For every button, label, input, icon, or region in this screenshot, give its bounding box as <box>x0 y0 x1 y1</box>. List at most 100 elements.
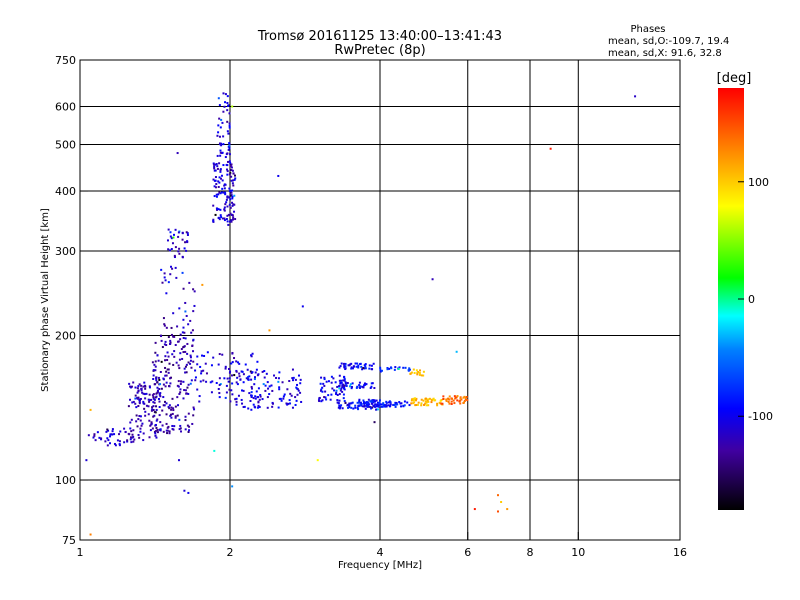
data-point <box>132 435 135 438</box>
data-point <box>252 397 255 400</box>
data-point <box>344 365 347 368</box>
data-point <box>370 385 373 388</box>
data-point <box>196 363 199 366</box>
data-point <box>358 381 361 384</box>
data-point <box>358 400 361 403</box>
data-point <box>139 415 142 418</box>
data-point <box>266 396 269 399</box>
data-point <box>228 190 231 193</box>
data-point <box>228 187 231 190</box>
data-point <box>132 381 135 384</box>
data-point <box>343 364 346 367</box>
data-point <box>145 392 148 395</box>
data-point <box>223 377 226 380</box>
data-point <box>219 142 222 145</box>
data-point <box>390 367 393 370</box>
data-point <box>250 385 253 388</box>
data-point <box>189 319 192 322</box>
data-point <box>150 409 153 412</box>
data-point <box>424 397 427 400</box>
data-point <box>219 170 222 173</box>
data-point <box>226 214 229 217</box>
data-point <box>137 418 140 421</box>
data-point <box>219 154 222 157</box>
data-point <box>247 407 250 410</box>
data-point <box>164 279 167 282</box>
data-point <box>343 384 346 387</box>
data-point <box>410 402 413 405</box>
data-point <box>224 191 227 194</box>
data-point <box>165 422 168 425</box>
data-point <box>278 386 281 389</box>
data-point <box>233 210 236 213</box>
data-point <box>229 370 232 373</box>
data-point <box>234 398 237 401</box>
data-point <box>231 105 234 108</box>
data-point <box>198 400 201 403</box>
data-point <box>225 168 228 171</box>
data-point <box>323 378 326 381</box>
data-point <box>251 352 254 355</box>
data-point <box>106 437 109 440</box>
data-point <box>341 384 344 387</box>
data-point <box>178 252 181 255</box>
data-point <box>250 387 253 390</box>
data-point <box>408 367 411 370</box>
data-point <box>191 422 194 425</box>
data-point <box>349 385 352 388</box>
data-point <box>171 427 174 430</box>
data-point <box>175 276 178 279</box>
data-point <box>214 213 217 216</box>
data-point <box>177 364 180 367</box>
data-point <box>166 429 169 432</box>
data-point <box>228 112 231 115</box>
data-point <box>171 353 174 356</box>
data-point <box>414 404 417 407</box>
data-point <box>406 401 409 404</box>
data-point <box>404 366 407 369</box>
data-point <box>160 268 163 271</box>
data-point <box>230 362 233 365</box>
data-point <box>216 208 219 211</box>
data-point <box>389 403 392 406</box>
data-point <box>402 404 405 407</box>
data-point <box>156 431 159 434</box>
data-point <box>251 371 254 374</box>
data-point <box>356 401 359 404</box>
data-point <box>104 440 107 443</box>
data-point <box>296 393 299 396</box>
data-point <box>189 354 192 357</box>
data-point <box>456 399 459 402</box>
data-point <box>163 404 166 407</box>
data-point <box>154 396 157 399</box>
data-point <box>346 403 349 406</box>
data-point <box>151 427 154 430</box>
data-point <box>205 372 208 375</box>
data-point <box>137 396 140 399</box>
data-point <box>226 195 229 198</box>
data-point <box>385 405 388 408</box>
data-point <box>351 367 354 370</box>
data-point <box>220 174 223 177</box>
data-point <box>319 389 322 392</box>
data-point <box>341 407 344 410</box>
data-point <box>370 400 373 403</box>
data-point <box>250 378 253 381</box>
data-point <box>255 390 258 393</box>
data-point <box>169 339 172 342</box>
data-point <box>156 381 159 384</box>
data-point <box>229 198 232 201</box>
data-point <box>126 440 129 443</box>
data-point <box>257 404 260 407</box>
data-point <box>236 361 239 364</box>
data-point <box>345 384 348 387</box>
data-point <box>451 397 454 400</box>
data-point <box>238 375 241 378</box>
data-point <box>431 398 434 401</box>
data-point <box>362 386 365 389</box>
data-point <box>220 144 223 147</box>
data-point <box>228 147 231 150</box>
data-point <box>155 426 158 429</box>
data-point <box>398 401 401 404</box>
data-point <box>177 385 180 388</box>
